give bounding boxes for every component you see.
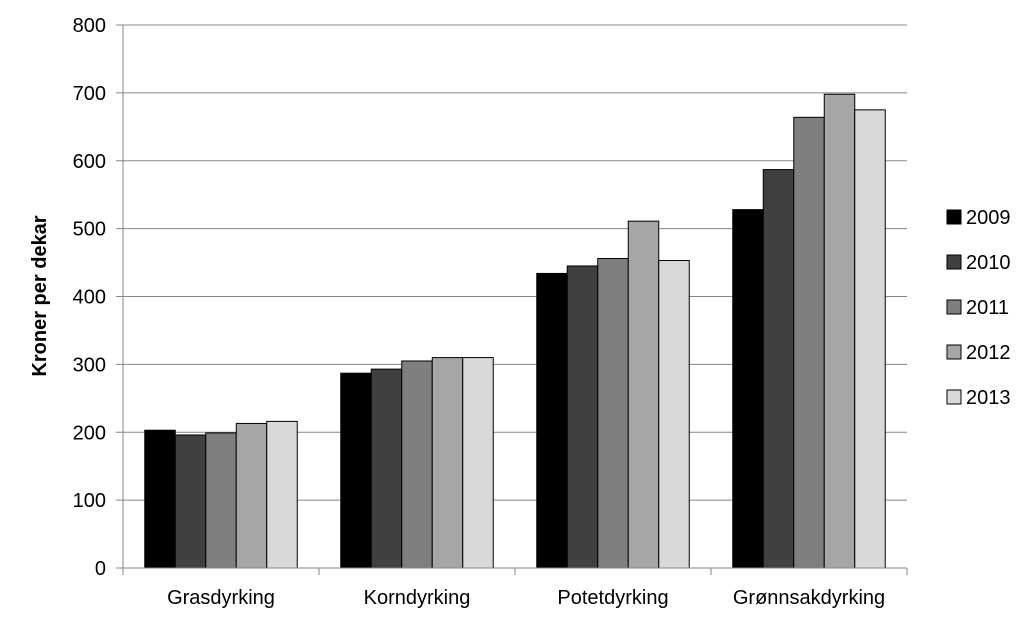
y-tick-label: 300: [73, 354, 106, 376]
bar-2009-grasdyrking: [144, 429, 176, 569]
legend-item: 2010: [946, 252, 1011, 274]
legend-label: 2013: [966, 387, 1011, 409]
legend: 2009 2010 2011 2012 2013: [946, 207, 1011, 409]
bar-2009-potetdyrking: [536, 272, 568, 569]
x-tick-label: Potetdyrking: [557, 587, 668, 609]
y-tick-label: 500: [73, 219, 106, 241]
y-tick-label: 400: [73, 287, 106, 309]
x-tick-label: Grønnsakdyrking: [733, 587, 885, 609]
legend-label: 2011: [966, 297, 1009, 319]
legend-swatch: [946, 344, 962, 360]
y-tick-label: 100: [73, 490, 106, 512]
x-tick-label: Korndyrking: [364, 587, 471, 609]
legend-swatch: [946, 209, 962, 225]
x-tick-labels: Grasdyrking Korndyrking Potetdyrking Grønns…: [167, 587, 885, 609]
bar-2010-korndyrking: [370, 368, 403, 569]
legend-item: 2013: [946, 387, 1011, 409]
axes: [122, 25, 907, 569]
y-axis-title: Kroner per dekar: [29, 215, 51, 376]
bar-2013-grasdyrking: [266, 420, 298, 569]
legend-label: 2010: [966, 252, 1011, 274]
y-tick-labels: 0 100 200 300 400 500 600 700 800: [73, 15, 106, 580]
legend-item: 2012: [946, 342, 1011, 364]
legend-label: 2009: [966, 207, 1011, 229]
bar-2010-grasdyrking: [174, 434, 207, 569]
bar-2010-grønnsakdyrking: [762, 169, 795, 569]
bar-2011-grønnsakdyrking: [793, 116, 825, 569]
y-tick-label: 700: [73, 83, 106, 105]
y-tick-label: 600: [73, 151, 106, 173]
bar-2013-grønnsakdyrking: [854, 109, 886, 569]
bar-2011-grasdyrking: [205, 432, 237, 569]
bars: [144, 93, 886, 569]
legend-item: 2009: [946, 207, 1011, 229]
bar-2012-potetdyrking: [627, 220, 660, 569]
legend-swatch: [946, 254, 962, 270]
y-tick-label: 0: [95, 558, 106, 580]
legend-label: 2012: [966, 342, 1011, 364]
bar-2012-korndyrking: [431, 357, 464, 569]
bar-2012-grasdyrking: [235, 422, 268, 569]
legend-item: 2011: [946, 297, 1009, 319]
bar-2009-korndyrking: [340, 372, 372, 569]
legend-swatch: [946, 389, 962, 405]
bar-2012-grønnsakdyrking: [823, 93, 856, 569]
y-tick-label: 200: [73, 422, 106, 444]
y-tick-label: 800: [73, 15, 106, 37]
bar-2011-korndyrking: [401, 360, 433, 569]
x-tick-label: Grasdyrking: [167, 587, 275, 609]
bar-2009-grønnsakdyrking: [732, 209, 764, 569]
bar-2013-potetdyrking: [658, 260, 690, 569]
legend-swatch: [946, 299, 962, 315]
bar-2010-potetdyrking: [566, 265, 599, 569]
bar-2013-korndyrking: [462, 357, 494, 569]
bar-2011-potetdyrking: [597, 257, 629, 569]
